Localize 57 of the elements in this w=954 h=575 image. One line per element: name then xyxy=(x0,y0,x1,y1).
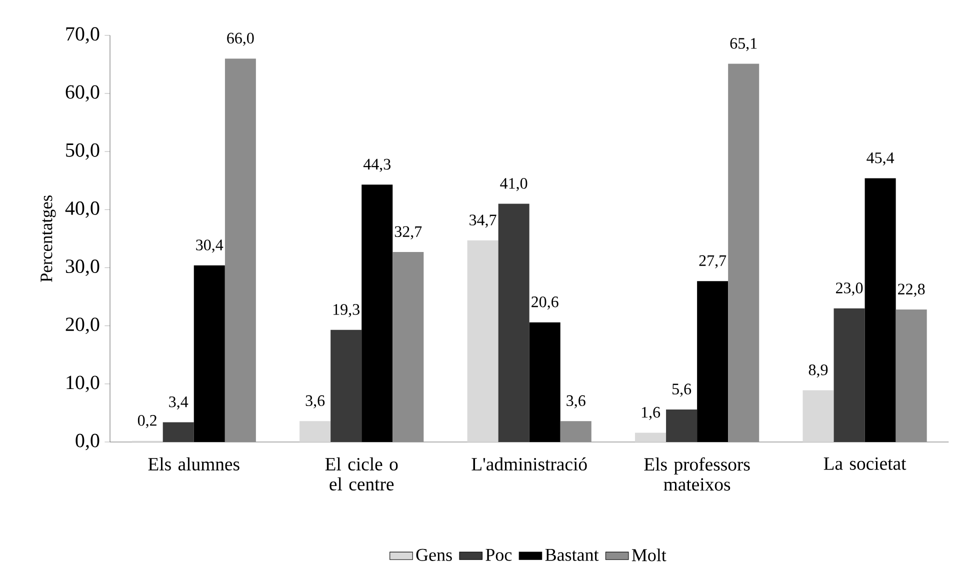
y-tick-label: 30,0 xyxy=(66,260,100,276)
x-tick-label: L'administració xyxy=(472,457,587,471)
data-label: 65,1 xyxy=(730,38,757,52)
data-label: 1,6 xyxy=(642,406,660,420)
y-tick-label: 50,0 xyxy=(66,143,100,160)
data-label: 34,7 xyxy=(470,214,496,228)
bar xyxy=(362,184,393,442)
bar xyxy=(300,421,331,442)
legend-label: Bastant xyxy=(545,548,599,561)
data-label: 44,3 xyxy=(363,158,390,172)
y-tick-label: 40,0 xyxy=(65,201,100,218)
bar xyxy=(224,58,256,442)
bar xyxy=(635,432,666,442)
legend-label: Poc xyxy=(486,548,512,561)
bar xyxy=(467,240,498,442)
bar xyxy=(834,308,865,442)
bar xyxy=(728,64,760,442)
x-tick-label: La societat xyxy=(824,457,906,470)
data-label: 3,6 xyxy=(566,395,586,408)
y-tick-label: 10,0 xyxy=(66,376,100,392)
data-label: 0,2 xyxy=(138,415,156,428)
data-label: 23,0 xyxy=(836,282,863,296)
bar xyxy=(666,409,698,442)
x-tick-label: Els professors mateixos xyxy=(644,457,750,491)
data-label: 3,4 xyxy=(169,396,188,410)
data-label: 8,9 xyxy=(808,364,828,378)
data-label: 22,8 xyxy=(898,284,925,297)
bar xyxy=(498,204,530,442)
data-label: 41,0 xyxy=(500,178,528,192)
data-label: 27,7 xyxy=(699,255,726,268)
y-axis-title: Percentatges xyxy=(40,195,56,282)
legend-label: Molt xyxy=(632,548,666,562)
bar xyxy=(194,265,225,442)
legend-label: Gens xyxy=(416,548,452,561)
data-label: 66,0 xyxy=(227,32,254,46)
bar xyxy=(802,390,834,442)
data-label: 45,4 xyxy=(866,152,894,166)
bar xyxy=(529,322,560,442)
data-label: 32,7 xyxy=(394,226,422,240)
data-label: 30,4 xyxy=(196,240,224,253)
data-label: 3,6 xyxy=(306,395,325,408)
y-tick-label: 70,0 xyxy=(66,27,100,44)
y-tick-label: 0,0 xyxy=(76,434,100,450)
bar xyxy=(896,310,927,442)
x-tick-label: Els alumnes xyxy=(148,457,240,471)
data-label: 20,6 xyxy=(532,296,558,310)
x-tick-label: El cicle o el centre xyxy=(325,457,398,491)
bar xyxy=(864,178,896,442)
y-tick-label: 60,0 xyxy=(66,85,100,102)
data-label: 19,3 xyxy=(333,304,360,318)
bar xyxy=(560,421,592,442)
bar xyxy=(330,330,362,442)
bar xyxy=(392,252,424,442)
bar xyxy=(697,281,728,442)
bar xyxy=(162,422,194,442)
y-tick-label: 20,0 xyxy=(66,318,100,334)
data-label: 5,6 xyxy=(672,384,692,397)
